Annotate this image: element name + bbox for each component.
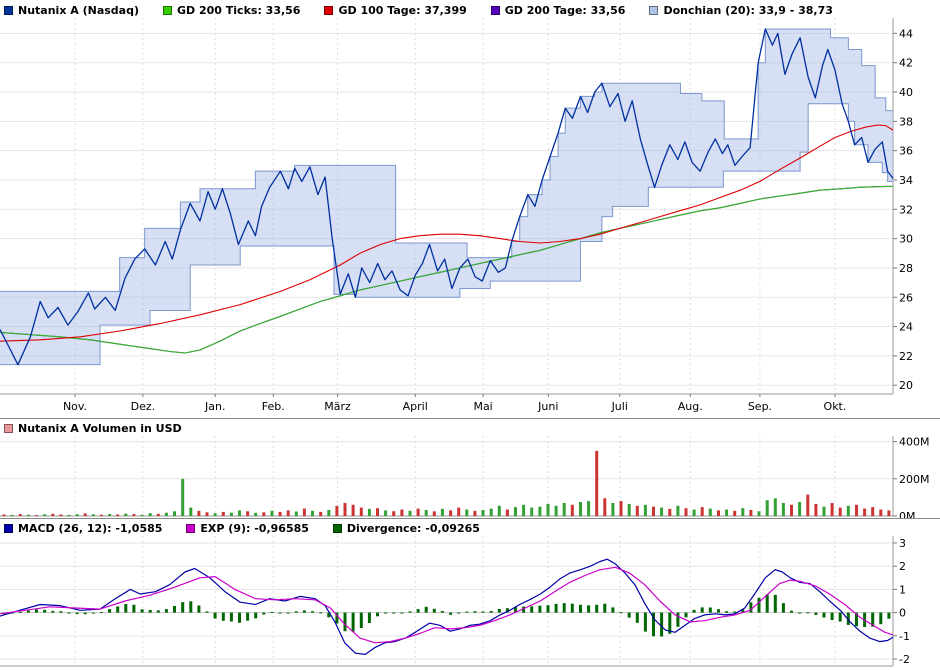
- svg-text:Aug.: Aug.: [678, 400, 703, 413]
- volume-legend: Nutanix A Volumen in USD: [0, 419, 940, 436]
- svg-text:April: April: [403, 400, 428, 413]
- svg-text:Dez.: Dez.: [131, 400, 156, 413]
- legend-item-divergence: Divergence: -0,09265: [332, 522, 480, 535]
- svg-text:1: 1: [899, 583, 906, 596]
- svg-text:34: 34: [899, 174, 913, 187]
- svg-text:-2: -2: [899, 653, 910, 666]
- donchian-upper-line: [0, 28, 893, 292]
- svg-text:400M: 400M: [899, 436, 930, 449]
- panel-divider: [0, 418, 940, 419]
- gd100-tage-legend-label: GD 100 Tage: 37,399: [338, 4, 467, 17]
- svg-text:Sep.: Sep.: [748, 400, 772, 413]
- svg-text:Mai: Mai: [473, 400, 492, 413]
- panel-divider: [0, 518, 940, 519]
- macd-chart-plot: 3 2 1 0 -1 -2: [0, 536, 910, 667]
- price-chart-plot: 20 22 24 26 28 30 32 34 36 38 40 42 44 Nov. Dez. Jan. Fe…: [0, 18, 913, 413]
- legend-item-exp: EXP (9): -0,96585: [186, 522, 309, 535]
- gd200-tage-swatch-icon: [490, 6, 500, 15]
- svg-text:0M: 0M: [899, 510, 916, 518]
- svg-text:Juli: Juli: [611, 400, 628, 413]
- exp-legend-label: EXP (9): -0,96585: [200, 522, 309, 535]
- volume-swatch-icon: [4, 424, 13, 433]
- legend-item-volume: Nutanix A Volumen in USD: [4, 422, 182, 435]
- svg-text:3: 3: [899, 537, 906, 550]
- legend-item-price: Nutanix A (Nasdaq): [4, 4, 139, 17]
- volume-bars: [2, 450, 891, 516]
- svg-text:200M: 200M: [899, 473, 930, 486]
- svg-text:30: 30: [899, 233, 913, 246]
- svg-text:März: März: [324, 400, 351, 413]
- gd100-tage-swatch-icon: [324, 6, 334, 15]
- price-legend: Nutanix A (Nasdaq) GD 200 Ticks: 33,56 G…: [0, 0, 940, 18]
- svg-text:22: 22: [899, 350, 913, 363]
- legend-item-gd100-tage: GD 100 Tage: 37,399: [324, 4, 467, 17]
- donchian-band: [0, 28, 893, 365]
- price-swatch-icon: [4, 6, 13, 15]
- svg-text:2: 2: [899, 560, 906, 573]
- svg-text:-1: -1: [899, 630, 910, 643]
- legend-item-gd200-tage: GD 200 Tage: 33,56: [490, 4, 626, 17]
- gd200-ticks-legend-label: GD 200 Ticks: 33,56: [177, 4, 301, 17]
- gd200-ticks-swatch-icon: [163, 6, 172, 15]
- gd200-tage-legend-label: GD 200 Tage: 33,56: [504, 4, 626, 17]
- svg-text:40: 40: [899, 86, 913, 99]
- legend-item-gd200-ticks: GD 200 Ticks: 33,56: [163, 4, 300, 17]
- macd-swatch-icon: [4, 524, 13, 533]
- gd-200-ticks-line: [0, 185, 894, 354]
- svg-text:Juni: Juni: [537, 400, 558, 413]
- divergence-legend-label: Divergence: -0,09265: [346, 522, 480, 535]
- legend-item-macd: MACD (26, 12): -1,0585: [4, 522, 162, 535]
- divergence-bars: [2, 594, 891, 637]
- donchian-legend-label: Donchian (20): 33,9 - 38,73: [663, 4, 833, 17]
- price-line: [0, 28, 894, 366]
- svg-text:20: 20: [899, 379, 913, 392]
- svg-text:Feb.: Feb.: [262, 400, 285, 413]
- exp-swatch-icon: [186, 524, 196, 533]
- donchian-swatch-icon: [649, 6, 659, 15]
- donchian-lower-line: [0, 103, 893, 366]
- macd-legend: MACD (26, 12): -1,0585 EXP (9): -0,96585…: [0, 519, 940, 536]
- gd-100-tage-line: [0, 124, 894, 342]
- svg-text:36: 36: [899, 145, 913, 158]
- price-legend-label: Nutanix A (Nasdaq): [18, 4, 139, 17]
- svg-text:Nov.: Nov.: [63, 400, 87, 413]
- divergence-swatch-icon: [332, 524, 342, 533]
- svg-text:26: 26: [899, 291, 913, 304]
- svg-text:28: 28: [899, 262, 913, 275]
- svg-text:42: 42: [899, 57, 913, 70]
- macd-line: [0, 558, 894, 656]
- svg-text:Okt.: Okt.: [824, 400, 847, 413]
- legend-item-donchian: Donchian (20): 33,9 - 38,73: [649, 4, 833, 17]
- svg-text:0: 0: [899, 607, 906, 620]
- volume-chart-plot: 400M 200M 0M: [0, 436, 930, 518]
- macd-legend-label: MACD (26, 12): -1,0585: [18, 522, 163, 535]
- svg-text:24: 24: [899, 321, 913, 334]
- svg-text:38: 38: [899, 115, 913, 128]
- svg-text:32: 32: [899, 203, 913, 216]
- exp-line: [0, 566, 894, 644]
- volume-legend-label: Nutanix A Volumen in USD: [18, 422, 182, 435]
- svg-text:Jan.: Jan.: [204, 400, 225, 413]
- svg-text:44: 44: [899, 27, 913, 40]
